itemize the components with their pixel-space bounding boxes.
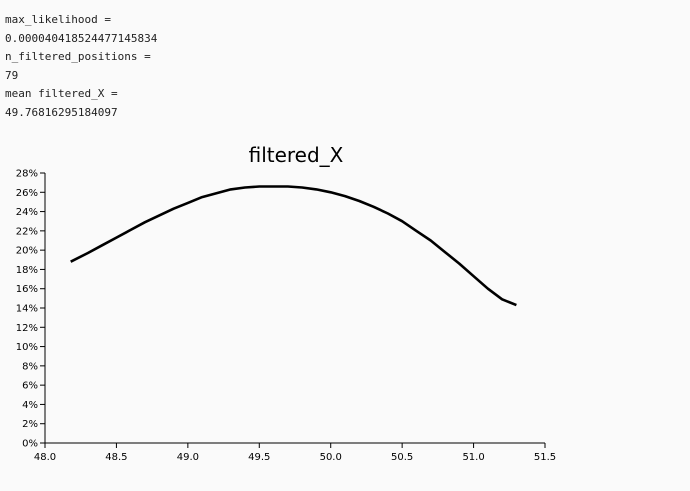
x-tick-label: 49.0 — [177, 452, 199, 463]
y-tick-label: 26% — [16, 188, 38, 199]
x-tick-label: 50.0 — [320, 452, 342, 463]
y-tick-label: 18% — [16, 265, 38, 276]
y-tick-label: 6% — [22, 381, 38, 392]
series-line-0 — [70, 185, 517, 307]
x-tick-label: 51.5 — [534, 452, 556, 463]
y-tick-label: 20% — [16, 246, 38, 257]
max-likelihood-value: 0.000040418524477145834 — [5, 31, 158, 45]
y-tick-label: 12% — [16, 323, 38, 334]
y-tick-label: 22% — [16, 226, 38, 237]
y-tick-label: 24% — [16, 207, 38, 218]
y-tick-label: 28% — [16, 169, 38, 180]
n-filtered-positions-value: 79 — [5, 68, 19, 82]
x-tick-label: 48.5 — [105, 452, 127, 463]
x-tick-label: 49.5 — [248, 452, 270, 463]
x-tick-label: 48.0 — [34, 452, 56, 463]
x-tick-label: 51.0 — [462, 452, 484, 463]
mean-filtered-x-value: 49.76816295184097 — [5, 105, 118, 119]
x-axis: 48.0 48.5 49.0 49.5 50.0 50.5 51.0 51.5 — [34, 442, 556, 463]
y-tick-label: 14% — [16, 304, 38, 315]
mean-filtered-x-label: mean filtered_X = — [5, 87, 118, 101]
y-tick-label: 16% — [16, 284, 38, 295]
x-tick-label: 50.5 — [391, 452, 413, 463]
y-tick-label: 4% — [22, 400, 38, 411]
n-filtered-positions-label: n_filtered_positions = — [5, 50, 151, 64]
y-tick-label: 8% — [22, 361, 38, 372]
y-tick-label: 2% — [22, 419, 38, 430]
series-layer — [70, 185, 517, 307]
chart-title: filtered_X — [249, 143, 344, 167]
y-tick-label: 10% — [16, 342, 38, 353]
readout-panel: max_likelihood = 0.000040418524477145834… — [5, 11, 157, 123]
y-tick-label: 0% — [22, 439, 38, 450]
max-likelihood-label: max_likelihood = — [5, 13, 111, 26]
y-axis: 0% 2% 4% 6% 8% 10% 12% 14% 16% 18% 20% 22% 24% 26% 28% — [16, 169, 46, 450]
